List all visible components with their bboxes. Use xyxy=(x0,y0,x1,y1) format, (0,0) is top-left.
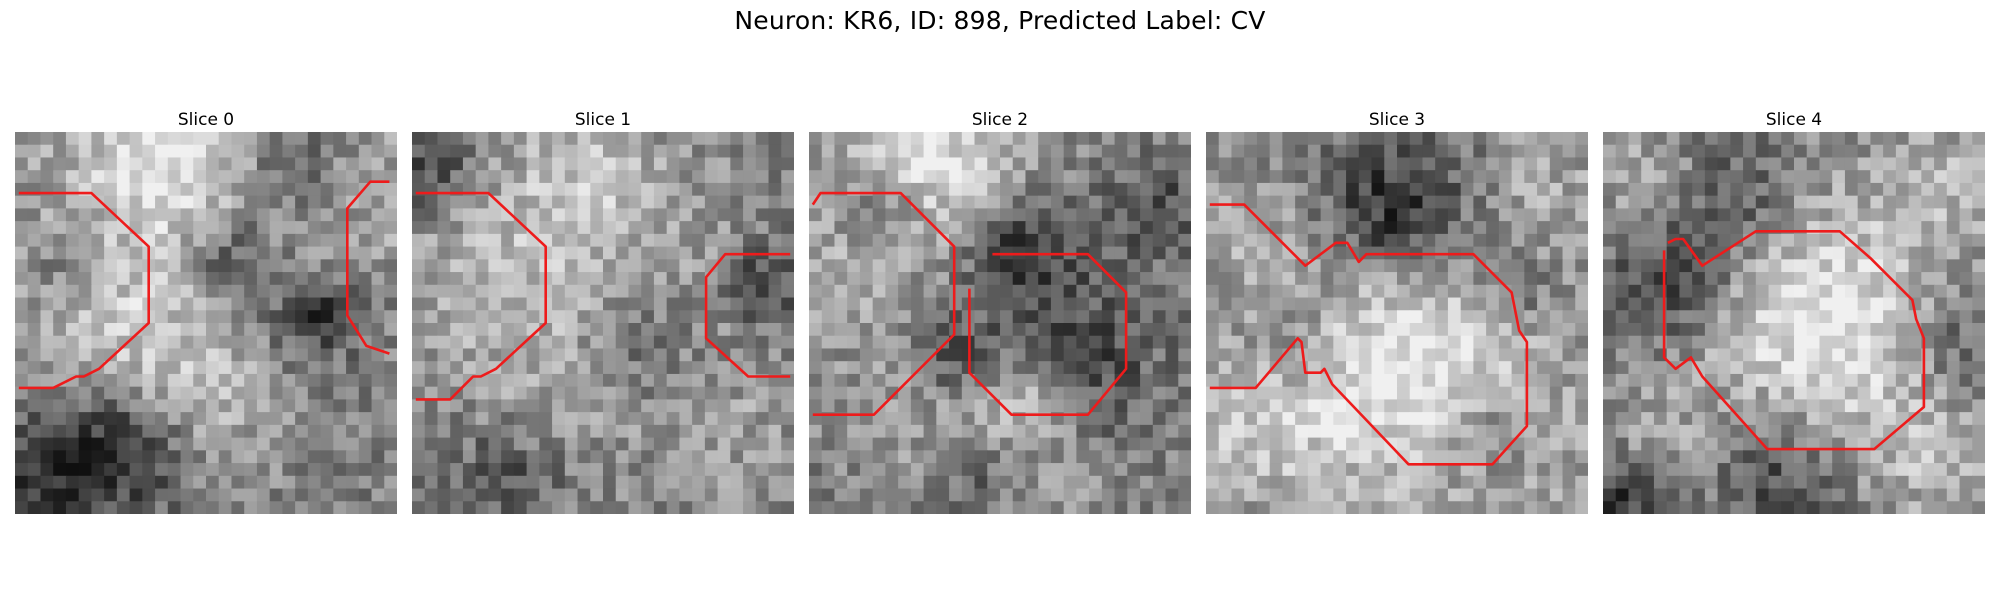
contour-line xyxy=(704,252,791,378)
slice-pixels xyxy=(1603,132,1985,514)
slice-panel-1: Slice 1 xyxy=(412,108,794,514)
slice-title: Slice 1 xyxy=(574,110,632,130)
slice-title: Slice 2 xyxy=(971,110,1029,130)
contour-line xyxy=(415,191,547,401)
slice-pixels xyxy=(15,132,397,514)
slice-panel-3: Slice 3 xyxy=(1206,108,1588,514)
slice-image xyxy=(809,132,1191,514)
contour-line xyxy=(1662,230,1926,451)
slice-title: Slice 0 xyxy=(177,110,235,130)
slice-pixels xyxy=(1206,132,1588,514)
slice-image xyxy=(15,132,397,514)
slice-image xyxy=(412,132,794,514)
slice-title: Slice 4 xyxy=(1765,110,1823,130)
slice-panel-0: Slice 0 xyxy=(15,108,397,514)
figure-title: Neuron: KR6, ID: 898, Predicted Label: C… xyxy=(734,6,1266,35)
contour-line xyxy=(18,191,150,390)
contour-line xyxy=(1209,203,1529,466)
contour-line xyxy=(345,180,390,355)
slice-image xyxy=(1206,132,1588,514)
contour-line xyxy=(968,252,1128,417)
contour-line xyxy=(811,191,956,417)
slice-image xyxy=(1603,132,1985,514)
slice-pixels xyxy=(412,132,794,514)
slice-panel-4: Slice 4 xyxy=(1603,108,1985,514)
slice-panel-2: Slice 2 xyxy=(809,108,1191,514)
slice-title: Slice 3 xyxy=(1368,110,1426,130)
slice-pixels xyxy=(809,132,1191,514)
